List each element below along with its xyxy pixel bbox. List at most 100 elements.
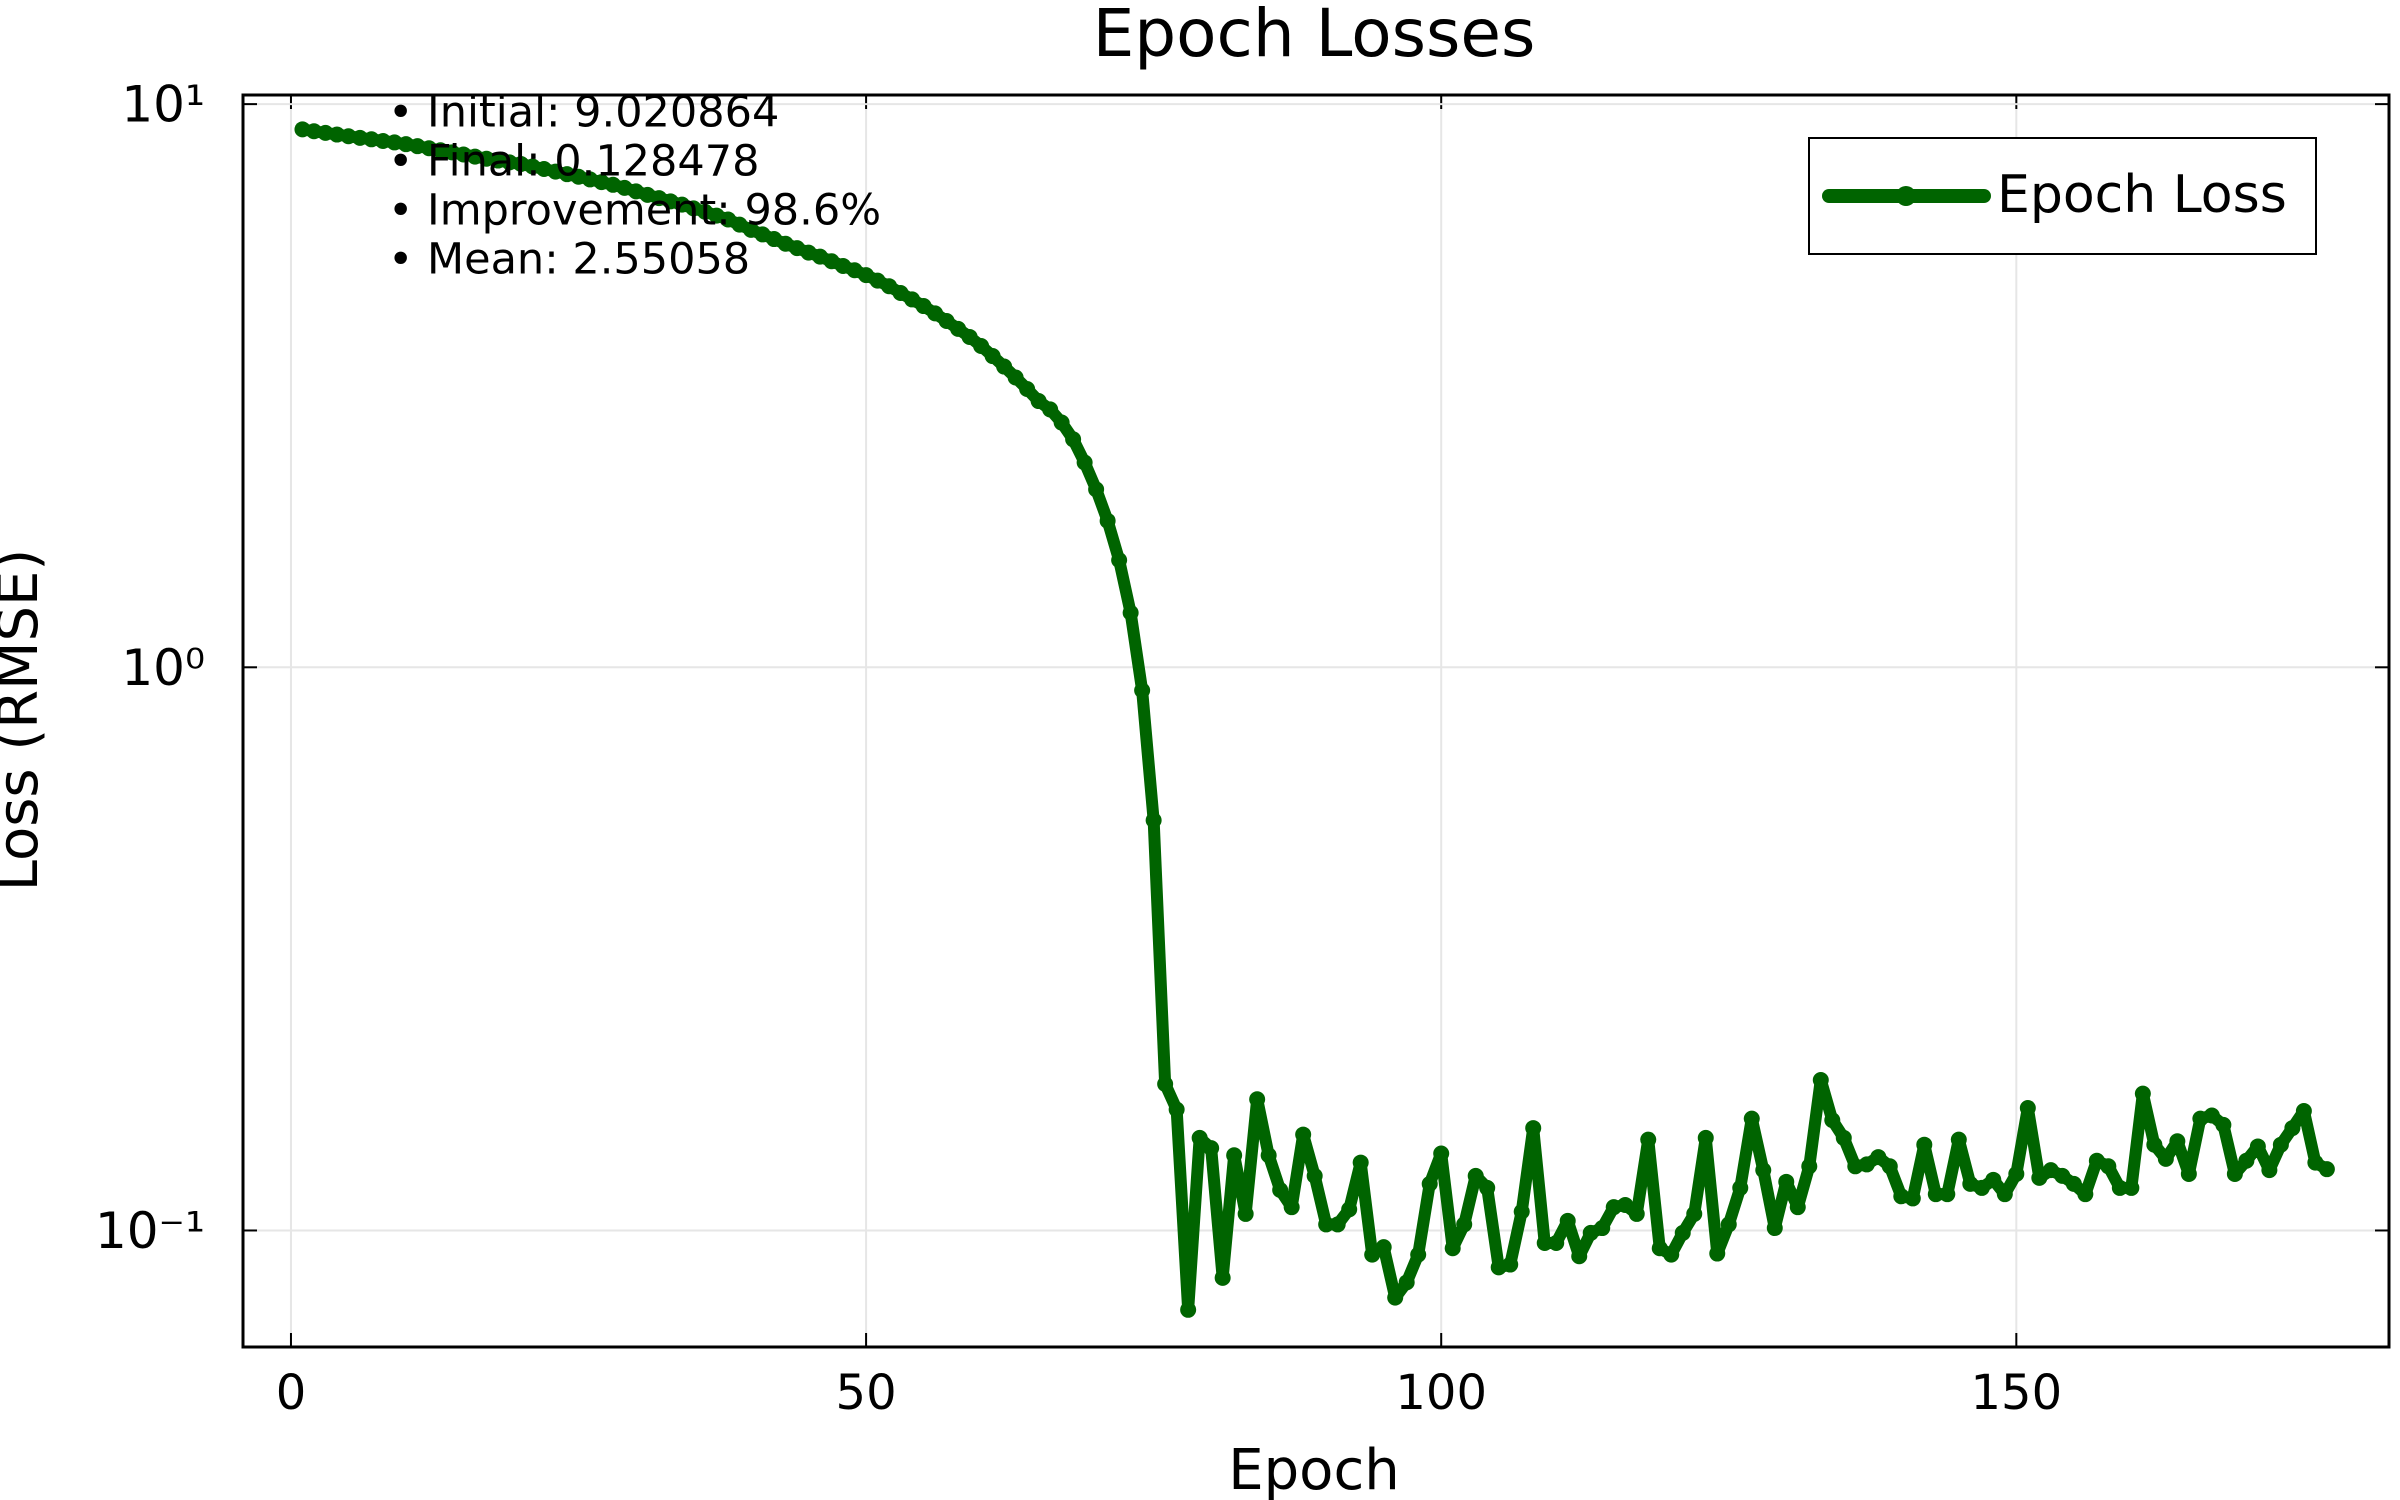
loss-point	[1157, 1076, 1174, 1093]
loss-point	[2077, 1186, 2094, 1203]
loss-point	[1939, 1186, 1956, 1203]
x-tick-label: 100	[1395, 1365, 1487, 1421]
annotation: • Final: 0.128478	[388, 137, 759, 187]
loss-point	[1283, 1199, 1300, 1216]
loss-point	[1214, 1269, 1231, 1286]
loss-point	[2215, 1116, 2232, 1133]
annotation: • Mean: 2.55058	[388, 235, 750, 285]
loss-point	[2123, 1179, 2140, 1196]
loss-point	[1559, 1212, 1576, 1229]
loss-point	[1479, 1179, 1496, 1196]
loss-point	[1927, 1186, 1944, 1203]
loss-point	[1398, 1274, 1415, 1291]
chart-title: Epoch Losses	[1093, 0, 1536, 72]
loss-point	[1341, 1201, 1358, 1218]
loss-point	[1456, 1216, 1473, 1233]
loss-point	[1180, 1301, 1197, 1318]
loss-point	[1548, 1235, 1565, 1252]
loss-point	[1525, 1120, 1542, 1137]
loss-point	[984, 348, 1001, 365]
loss-point	[1881, 1158, 1898, 1175]
loss-point	[1421, 1175, 1438, 1192]
loss-point	[1985, 1171, 2002, 1188]
loss-point	[1743, 1110, 1760, 1127]
loss-point	[1617, 1196, 1634, 1213]
loss-point	[1824, 1112, 1841, 1129]
loss-point	[881, 278, 898, 295]
loss-point	[1467, 1167, 1484, 1184]
loss-point	[1870, 1149, 1887, 1166]
loss-point	[2169, 1133, 2186, 1150]
legend-marker	[1896, 186, 1916, 206]
loss-point	[1053, 414, 1070, 431]
loss-point	[1973, 1179, 1990, 1196]
loss-point	[1042, 401, 1059, 418]
loss-point	[2008, 1165, 2025, 1182]
x-tick-label: 150	[1971, 1365, 2063, 1421]
loss-point	[2226, 1165, 2243, 1182]
y-tick-label: 10¹	[121, 76, 205, 134]
loss-point	[2111, 1179, 2128, 1196]
loss-point	[1640, 1131, 1657, 1148]
loss-point	[1628, 1205, 1645, 1222]
loss-point	[1571, 1248, 1588, 1265]
loss-point	[1260, 1147, 1277, 1164]
loss-point	[1502, 1256, 1519, 1273]
loss-point	[1318, 1216, 1335, 1233]
loss-point	[2249, 1138, 2266, 1155]
loss-point	[1191, 1129, 1208, 1146]
loss-point	[950, 320, 967, 337]
loss-point	[1272, 1181, 1289, 1198]
loss-point	[2157, 1150, 2174, 1167]
loss-point	[2180, 1165, 2197, 1182]
annotation: • Improvement: 98.6%	[388, 186, 881, 236]
loss-point	[973, 337, 990, 354]
y-tick-label: 10⁰	[121, 639, 205, 697]
loss-point	[996, 358, 1013, 375]
loss-point	[1099, 512, 1116, 529]
loss-point	[2146, 1136, 2163, 1153]
loss-point	[1352, 1154, 1369, 1171]
loss-point	[1950, 1131, 1967, 1148]
loss-point	[2031, 1169, 2048, 1186]
y-tick-label: 10⁻¹	[95, 1202, 205, 1260]
loss-point	[2203, 1107, 2220, 1124]
loss-point	[1007, 369, 1024, 386]
loss-point	[1778, 1173, 1795, 1190]
loss-point	[2284, 1120, 2301, 1137]
x-tick-label: 0	[276, 1365, 307, 1421]
loss-point	[1168, 1101, 1185, 1118]
loss-point	[1030, 393, 1047, 410]
x-tick-label: 50	[836, 1365, 897, 1421]
loss-point	[1203, 1140, 1220, 1157]
loss-point	[1789, 1199, 1806, 1216]
loss-point	[2019, 1099, 2036, 1116]
loss-point	[1111, 552, 1128, 569]
y-axis-label: Loss (RMSE)	[0, 549, 51, 891]
loss-point	[1433, 1145, 1450, 1162]
plot-frame	[241, 93, 2391, 1349]
loss-point	[1812, 1072, 1829, 1089]
loss-point	[2295, 1102, 2312, 1119]
annotation: • Initial: 9.020864	[388, 88, 779, 138]
loss-point	[1019, 381, 1036, 398]
loss-point	[1835, 1129, 1852, 1146]
loss-point	[1249, 1091, 1266, 1108]
loss-point	[1306, 1167, 1323, 1184]
x-axis-label: Epoch	[1228, 1438, 1399, 1500]
loss-point	[1996, 1186, 2013, 1203]
loss-point	[927, 305, 944, 322]
loss-point	[2054, 1167, 2071, 1184]
loss-point	[1329, 1216, 1346, 1233]
loss-point	[961, 328, 978, 345]
loss-point	[1226, 1147, 1243, 1164]
loss-point	[1065, 431, 1082, 448]
loss-point	[1720, 1216, 1737, 1233]
loss-point	[1663, 1246, 1680, 1263]
loss-point	[1122, 604, 1139, 621]
loss-point	[2272, 1136, 2289, 1153]
loss-point	[1732, 1179, 1749, 1196]
loss-point	[2065, 1175, 2082, 1192]
